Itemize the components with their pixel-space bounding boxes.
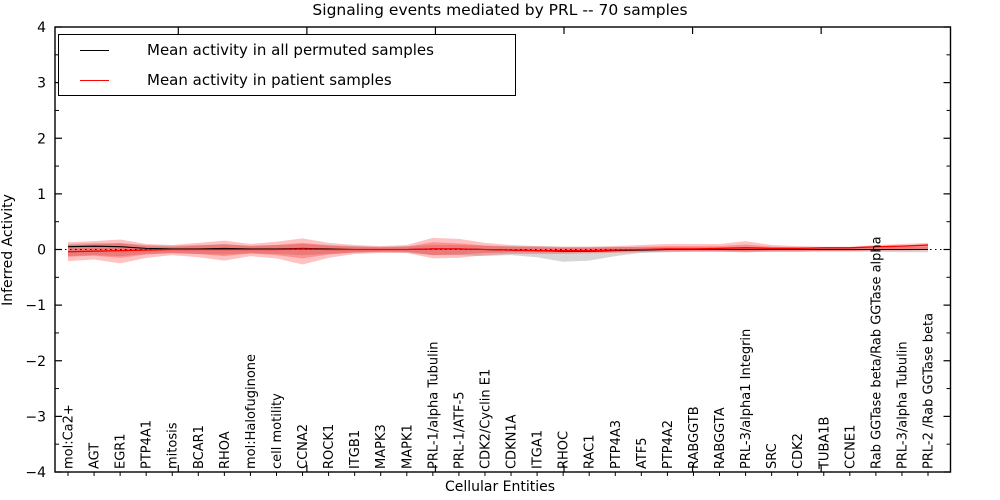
legend-item-permuted: Mean activity in all permuted samples (59, 37, 515, 63)
x-tick-label: ROCK1 (322, 424, 337, 469)
x-tick-label: RAC1 (583, 434, 598, 469)
x-tick-label: ITGA1 (531, 430, 546, 469)
x-tick-label: CCNE1 (843, 425, 858, 469)
y-tick-label: 3 (37, 76, 46, 92)
y-tick-label: 1 (37, 187, 46, 203)
band-0 (68, 242, 928, 262)
x-tick-label: RABGGTB (687, 406, 702, 469)
y-tick-label: 4 (37, 20, 46, 36)
chart-title: Signaling events mediated by PRL -- 70 s… (312, 1, 688, 19)
line-mean-patient (67, 244, 929, 253)
x-axis-label: Cellular Entities (444, 479, 556, 495)
y-tick-label: −4 (25, 465, 46, 481)
y-axis-label: Inferred Activity (0, 194, 16, 306)
legend-label: Mean activity in patient samples (147, 71, 392, 89)
patient-line-swatch (80, 79, 109, 81)
y-tick-label: 2 (37, 131, 46, 147)
x-tick-label: ATF5 (635, 437, 650, 469)
x-tick-label: PRL-3/alpha Tubulin (895, 341, 910, 469)
y-tick-label: −3 (25, 409, 46, 425)
x-tick-label: AGT (88, 443, 103, 469)
x-tick-label: PRL-2 /Rab GGTase beta (922, 313, 937, 469)
x-tick-label: MAPK1 (400, 424, 415, 469)
x-tick-label: SRC (765, 443, 780, 469)
x-tick-label: RHOC (557, 431, 572, 469)
x-tick-label: MAPK3 (374, 424, 389, 469)
x-tick-label: CCNA2 (296, 424, 311, 469)
legend: Mean activity in all permuted samples Me… (58, 34, 516, 96)
x-tick-label: mitosis (166, 422, 181, 469)
x-tick-label: PRL-1/ATF-5 (452, 392, 467, 469)
y-tick-label: −2 (25, 354, 46, 370)
x-tick-label: mol:Halofuginone (244, 354, 259, 469)
x-tick-label: PTP4A1 (140, 420, 155, 469)
x-tick-label: PRL-1/alpha Tubulin (426, 341, 441, 469)
x-tick-label: CDK2/Cyclin E1 (478, 369, 493, 469)
x-tick-label: PTP4A3 (609, 420, 624, 469)
x-tick-label: PRL-3/alpha1 Integrin (739, 329, 754, 469)
x-tick-label: ITGB1 (348, 430, 363, 469)
x-tick-label: Rab GGTase beta/Rab GGTase alpha (869, 236, 884, 469)
x-tick-label: cell motility (270, 393, 285, 469)
band-1 (68, 237, 928, 265)
x-tick-label: RABGGTA (713, 407, 728, 469)
x-tick-label: CDKN1A (505, 414, 520, 469)
legend-label: Mean activity in all permuted samples (147, 41, 434, 59)
y-tick-label: −1 (25, 298, 46, 314)
permuted-line-swatch (80, 49, 109, 51)
x-tick-label: PTP4A2 (661, 420, 676, 469)
legend-item-patient: Mean activity in patient samples (59, 67, 515, 93)
y-tick-label: 0 (37, 243, 46, 259)
x-tick-label: EGR1 (114, 433, 129, 469)
x-tick-label: TUBA1B (817, 417, 832, 470)
x-tick-label: mol:Ca2+ (62, 404, 77, 469)
x-tick-label: CDK2 (791, 433, 806, 469)
x-tick-label: BCAR1 (192, 425, 207, 469)
x-tick-label: RHOA (218, 431, 233, 469)
